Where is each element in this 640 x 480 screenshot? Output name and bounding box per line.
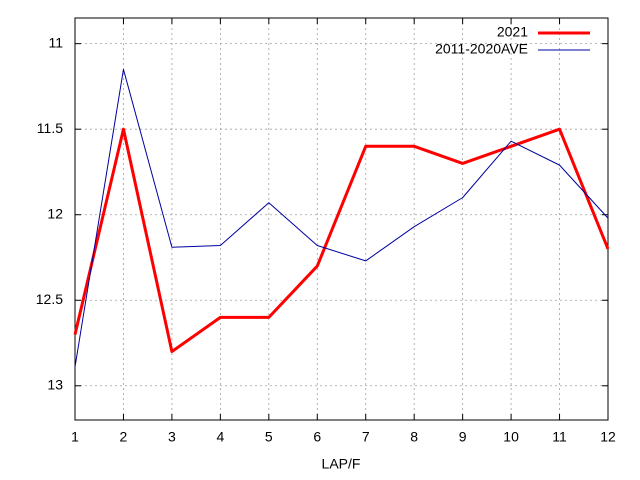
- x-tick-label: 6: [313, 429, 321, 445]
- y-tick-label: 12.5: [36, 291, 63, 307]
- x-tick-label: 12: [600, 429, 616, 445]
- x-tick-label: 4: [216, 429, 224, 445]
- x-tick-label: 5: [265, 429, 273, 445]
- y-tick-label: 11: [48, 34, 63, 50]
- x-axis-label: LAP/F: [322, 456, 361, 472]
- legend-label: 2021: [497, 24, 528, 40]
- y-tick-label: 12: [47, 205, 63, 221]
- x-tick-label: 1: [71, 429, 79, 445]
- x-tick-label: 2: [120, 429, 128, 445]
- y-tick-label: 11.5: [37, 120, 63, 136]
- y-tick-label: 13: [47, 376, 63, 392]
- data-line: [74, 68, 609, 368]
- x-tick-label: 10: [503, 429, 519, 445]
- x-tick-label: 9: [459, 429, 467, 445]
- x-tick-label: 7: [362, 429, 370, 445]
- data-line: [73, 127, 610, 354]
- x-tick-label: 3: [168, 429, 176, 445]
- legend-label: 2011-2020AVE: [435, 41, 528, 57]
- plot-frame: [74, 17, 609, 421]
- x-tick-label: 8: [410, 429, 418, 445]
- x-tick-label: 11: [552, 429, 567, 445]
